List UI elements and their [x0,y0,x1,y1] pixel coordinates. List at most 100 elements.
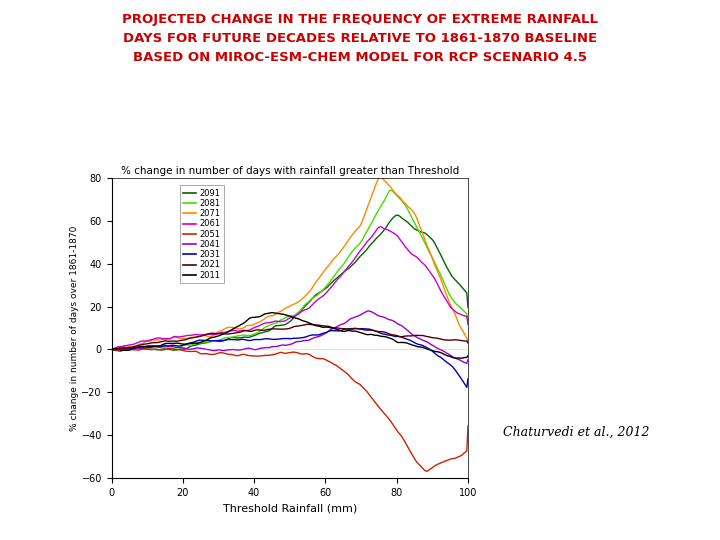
2011 [464,353,472,359]
2071 [109,346,117,352]
2021 [409,333,418,339]
2091 [107,346,116,353]
2081 [109,346,117,353]
2021 [107,346,116,353]
2041 [318,332,327,338]
2051 [107,346,116,353]
2061 [109,346,117,352]
2031 [409,339,418,345]
2031 [107,346,116,353]
2021 [320,322,328,329]
2061 [320,292,328,299]
Line: 2081: 2081 [112,190,468,349]
Y-axis label: % change in number of days over 1861-1870: % change in number of days over 1861-187… [70,225,78,431]
Text: BASED ON MIROC-ESM-CHEM MODEL FOR RCP SCENARIO 4.5: BASED ON MIROC-ESM-CHEM MODEL FOR RCP SC… [133,51,587,64]
2071 [431,265,440,271]
2051 [320,356,329,362]
2011 [409,342,418,348]
2021 [320,323,329,329]
2041 [320,331,328,338]
X-axis label: Threshold Rainfall (mm): Threshold Rainfall (mm) [222,503,357,513]
2011 [107,346,116,353]
2031 [109,346,117,353]
2031 [464,375,472,382]
2011 [458,355,467,361]
2071 [464,339,472,345]
Line: 2071: 2071 [112,177,468,349]
2061 [464,321,472,328]
Line: 2021: 2021 [112,325,468,349]
2091 [320,286,329,292]
Line: 2061: 2061 [112,227,468,349]
2041 [365,308,374,314]
2081 [107,346,116,353]
2061 [431,278,440,284]
2021 [327,324,336,330]
2091 [393,212,402,219]
2081 [320,286,328,292]
2081 [409,217,418,224]
2081 [464,320,472,327]
2081 [431,262,440,268]
2031 [431,351,440,357]
Line: 2011: 2011 [112,313,468,358]
2071 [320,268,328,274]
2061 [377,224,385,230]
2041 [107,346,116,353]
2091 [169,347,178,353]
2091 [410,226,419,232]
Legend: 2091, 2081, 2071, 2061, 2051, 2041, 2031, 2021, 2011: 2091, 2081, 2071, 2061, 2051, 2041, 2031… [180,185,223,283]
2021 [464,340,472,346]
2011 [320,324,329,330]
2091 [464,304,472,310]
2061 [409,252,418,258]
2091 [320,287,328,293]
2071 [318,270,327,276]
2051 [464,422,472,429]
2071 [377,174,385,180]
2021 [304,321,312,328]
2091 [433,244,441,251]
2041 [409,332,418,339]
2051 [109,347,117,353]
2041 [462,360,471,367]
2031 [325,328,334,334]
2011 [109,346,117,353]
Text: Chaturvedi et al., 2012: Chaturvedi et al., 2012 [503,426,649,438]
2041 [431,344,440,350]
2051 [320,356,328,362]
2061 [325,286,334,292]
Line: 2091: 2091 [112,215,468,350]
2051 [433,461,441,468]
2061 [318,293,327,300]
2031 [320,330,328,336]
2071 [107,346,116,353]
2051 [422,468,431,475]
Title: % change in number of days with rainfall greater than Threshold: % change in number of days with rainfall… [121,166,459,176]
2051 [409,453,418,460]
2011 [327,325,336,331]
2081 [325,279,334,285]
2071 [409,208,418,215]
2091 [327,280,336,287]
Line: 2031: 2031 [112,328,468,387]
2031 [462,384,471,390]
2041 [109,346,117,353]
2021 [109,346,117,353]
Line: 2051: 2051 [112,348,468,471]
2041 [325,327,334,334]
Line: 2041: 2041 [112,311,468,363]
2031 [318,330,327,336]
2041 [464,356,472,363]
2051 [327,359,336,366]
2031 [351,325,359,332]
2091 [109,346,117,353]
2061 [107,346,116,353]
2051 [167,345,176,352]
2081 [318,287,327,294]
Text: DAYS FOR FUTURE DECADES RELATIVE TO 1861-1870 BASELINE: DAYS FOR FUTURE DECADES RELATIVE TO 1861… [123,32,597,45]
2011 [431,348,440,355]
2071 [325,261,334,267]
2011 [267,309,276,316]
2011 [320,324,328,330]
